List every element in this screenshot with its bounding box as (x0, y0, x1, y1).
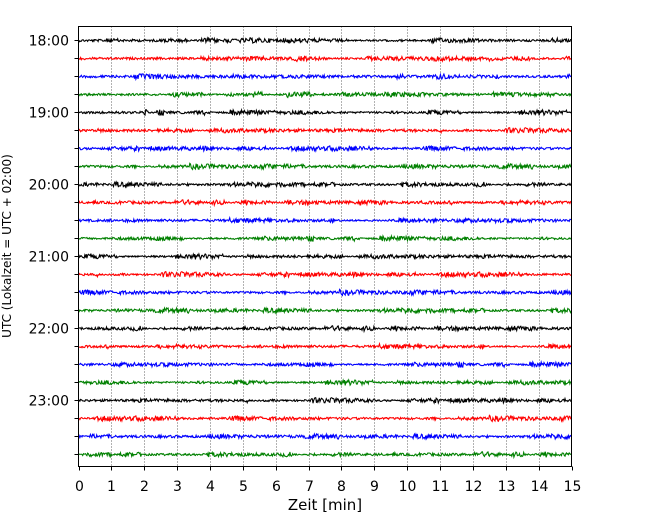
trace-2215 (78, 341, 572, 351)
trace-2200 (78, 324, 572, 334)
trace-2130 (78, 288, 572, 297)
y-tick-label-2200: 22:00 (29, 322, 69, 338)
y-axis-label: UTC (Lokalzeit = UTC + 02:00) (0, 154, 14, 338)
trace-1945 (78, 162, 572, 171)
y-tick-label-2300: 23:00 (29, 394, 69, 410)
x-axis-label: Zeit [min] (288, 496, 362, 514)
trace-1830 (78, 72, 572, 82)
grid-layer (111, 26, 540, 467)
trace-1900 (78, 107, 572, 117)
trace-2230 (78, 359, 572, 369)
x-tick-label-1: 1 (107, 479, 116, 495)
x-tick-label-8: 8 (337, 479, 346, 495)
x-tick-label-13: 13 (498, 479, 516, 495)
trace-layer (77, 36, 572, 460)
trace-2100 (78, 252, 572, 261)
y-tick-label-2100: 21:00 (29, 250, 69, 266)
x-tick-label-0: 0 (75, 479, 84, 495)
trace-2030 (78, 215, 572, 225)
trace-2245 (78, 378, 572, 387)
x-tick-label-11: 11 (432, 479, 450, 495)
x-tick-label-5: 5 (239, 479, 248, 495)
trace-1930 (78, 144, 572, 153)
trace-2330 (77, 432, 572, 441)
x-tick-label-6: 6 (272, 479, 281, 495)
x-tick-label-3: 3 (173, 479, 182, 495)
plot-frame (78, 26, 572, 467)
x-tick-label-15: 15 (564, 479, 582, 495)
x-tick-label-12: 12 (465, 479, 483, 495)
trace-2345 (78, 450, 572, 460)
x-tick-label-2: 2 (140, 479, 149, 495)
x-tick-label-7: 7 (305, 479, 314, 495)
trace-1800 (77, 36, 572, 45)
x-tick-label-14: 14 (531, 479, 549, 495)
trace-1815 (78, 54, 572, 63)
x-tick-label-9: 9 (370, 479, 379, 495)
x-axis: 0 1 2 3 4 5 6 7 8 9 10 11 12 13 14 15 (75, 466, 582, 495)
y-tick-label-2000: 20:00 (29, 178, 69, 194)
trace-2000 (78, 180, 572, 189)
trace-2315 (78, 414, 572, 423)
y-tick-label-1900: 19:00 (29, 106, 69, 122)
x-tick-label-4: 4 (206, 479, 215, 495)
trace-2115 (77, 270, 572, 279)
y-tick-label-1800: 18:00 (29, 34, 69, 50)
trace-1915 (77, 126, 572, 135)
trace-1845 (78, 90, 572, 99)
trace-2015 (78, 198, 572, 208)
trace-2300 (78, 396, 572, 405)
y-axis: 18:00 19:00 20:00 21:00 22:00 23:00 (29, 34, 79, 455)
x-tick-label-10: 10 (399, 479, 417, 495)
trace-2145 (77, 306, 572, 315)
trace-2045 (78, 233, 572, 243)
